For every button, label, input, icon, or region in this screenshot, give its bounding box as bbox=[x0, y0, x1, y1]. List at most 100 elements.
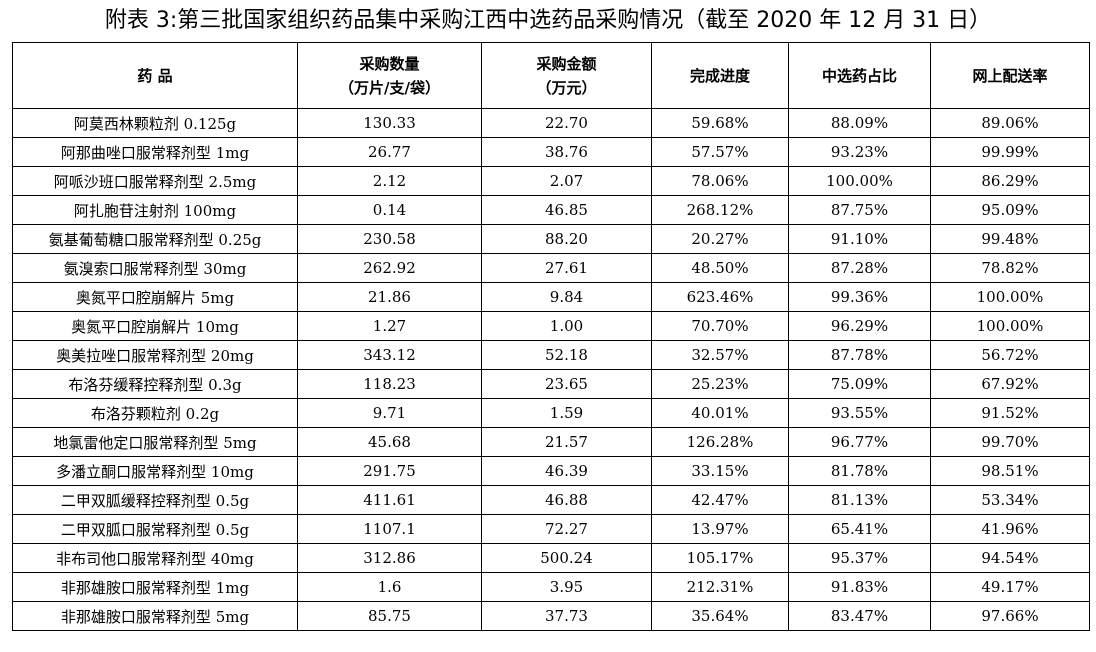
header-progress-label: 完成进度 bbox=[689, 66, 750, 85]
table-row: 多潘立酮口服常释剂型 10mg 291.75 46.39 33.15% 81.7… bbox=[12, 456, 1090, 486]
cell-drug: 奥氮平口腔崩解片 10mg bbox=[12, 311, 298, 341]
procurement-table: 药 品 采购数量 （万片/支/袋） 采购金额 （万元） 完成进度 中选药占比 网… bbox=[12, 42, 1090, 631]
header-online-rate-label: 网上配送率 bbox=[972, 66, 1048, 85]
cell-amount: 46.85 bbox=[481, 195, 652, 225]
cell-drug: 阿扎胞苷注射剂 100mg bbox=[12, 195, 298, 225]
header-amount-unit: （万元） bbox=[536, 78, 597, 97]
cell-amount: 88.20 bbox=[481, 224, 652, 254]
cell-share: 65.41% bbox=[788, 514, 931, 544]
cell-quantity: 1107.1 bbox=[297, 514, 482, 544]
cell-quantity: 1.6 bbox=[297, 572, 482, 602]
table-row: 阿扎胞苷注射剂 100mg 0.14 46.85 268.12% 87.75% … bbox=[12, 195, 1090, 225]
cell-amount: 38.76 bbox=[481, 137, 652, 167]
cell-amount: 37.73 bbox=[481, 601, 652, 631]
cell-online-rate: 99.48% bbox=[930, 224, 1090, 254]
cell-share: 91.10% bbox=[788, 224, 931, 254]
cell-quantity: 343.12 bbox=[297, 340, 482, 370]
cell-quantity: 130.33 bbox=[297, 108, 482, 138]
cell-online-rate: 100.00% bbox=[930, 311, 1090, 341]
cell-amount: 21.57 bbox=[481, 427, 652, 457]
header-drug: 药 品 bbox=[12, 42, 298, 109]
cell-progress: 35.64% bbox=[651, 601, 789, 631]
cell-drug: 多潘立酮口服常释剂型 10mg bbox=[12, 456, 298, 486]
cell-online-rate: 67.92% bbox=[930, 369, 1090, 399]
cell-quantity: 26.77 bbox=[297, 137, 482, 167]
cell-online-rate: 98.51% bbox=[930, 456, 1090, 486]
cell-amount: 23.65 bbox=[481, 369, 652, 399]
cell-amount: 46.88 bbox=[481, 485, 652, 515]
cell-share: 88.09% bbox=[788, 108, 931, 138]
cell-share: 87.28% bbox=[788, 253, 931, 283]
cell-online-rate: 78.82% bbox=[930, 253, 1090, 283]
cell-share: 87.75% bbox=[788, 195, 931, 225]
cell-amount: 1.00 bbox=[481, 311, 652, 341]
cell-quantity: 85.75 bbox=[297, 601, 482, 631]
table-row: 布洛芬缓释控释剂型 0.3g 118.23 23.65 25.23% 75.09… bbox=[12, 369, 1090, 399]
cell-quantity: 230.58 bbox=[297, 224, 482, 254]
table-row: 阿那曲唑口服常释剂型 1mg 26.77 38.76 57.57% 93.23%… bbox=[12, 137, 1090, 167]
cell-online-rate: 95.09% bbox=[930, 195, 1090, 225]
cell-share: 99.36% bbox=[788, 282, 931, 312]
cell-online-rate: 100.00% bbox=[930, 282, 1090, 312]
cell-amount: 9.84 bbox=[481, 282, 652, 312]
cell-progress: 20.27% bbox=[651, 224, 789, 254]
cell-quantity: 45.68 bbox=[297, 427, 482, 457]
header-online-rate: 网上配送率 bbox=[930, 42, 1090, 109]
cell-quantity: 291.75 bbox=[297, 456, 482, 486]
cell-progress: 70.70% bbox=[651, 311, 789, 341]
cell-drug: 奥氮平口腔崩解片 5mg bbox=[12, 282, 298, 312]
cell-progress: 25.23% bbox=[651, 369, 789, 399]
cell-quantity: 411.61 bbox=[297, 485, 482, 515]
cell-online-rate: 99.99% bbox=[930, 137, 1090, 167]
cell-quantity: 9.71 bbox=[297, 398, 482, 428]
cell-online-rate: 91.52% bbox=[930, 398, 1090, 428]
cell-progress: 268.12% bbox=[651, 195, 789, 225]
cell-online-rate: 97.66% bbox=[930, 601, 1090, 631]
table-row: 二甲双胍缓释控释剂型 0.5g 411.61 46.88 42.47% 81.1… bbox=[12, 485, 1090, 515]
cell-share: 100.00% bbox=[788, 166, 931, 196]
table-row: 非那雄胺口服常释剂型 5mg 85.75 37.73 35.64% 83.47%… bbox=[12, 601, 1090, 631]
cell-drug: 阿那曲唑口服常释剂型 1mg bbox=[12, 137, 298, 167]
cell-share: 93.23% bbox=[788, 137, 931, 167]
cell-share: 87.78% bbox=[788, 340, 931, 370]
cell-online-rate: 86.29% bbox=[930, 166, 1090, 196]
cell-share: 75.09% bbox=[788, 369, 931, 399]
cell-share: 81.78% bbox=[788, 456, 931, 486]
document-title: 附表 3:第三批国家组织药品集中采购江西中选药品采购情况（截至 2020 年 1… bbox=[104, 8, 992, 33]
table-row: 奥氮平口腔崩解片 10mg 1.27 1.00 70.70% 96.29% 10… bbox=[12, 311, 1090, 341]
cell-share: 93.55% bbox=[788, 398, 931, 428]
header-quantity-label: 采购数量 bbox=[359, 54, 420, 73]
cell-drug: 布洛芬缓释控释剂型 0.3g bbox=[12, 369, 298, 399]
cell-progress: 78.06% bbox=[651, 166, 789, 196]
cell-progress: 13.97% bbox=[651, 514, 789, 544]
cell-progress: 57.57% bbox=[651, 137, 789, 167]
table-row: 地氯雷他定口服常释剂型 5mg 45.68 21.57 126.28% 96.7… bbox=[12, 427, 1090, 457]
cell-progress: 59.68% bbox=[651, 108, 789, 138]
cell-quantity: 312.86 bbox=[297, 543, 482, 573]
header-drug-label: 药 品 bbox=[137, 66, 173, 85]
header-quantity-unit: （万片/支/袋） bbox=[339, 78, 440, 97]
cell-online-rate: 53.34% bbox=[930, 485, 1090, 515]
cell-share: 95.37% bbox=[788, 543, 931, 573]
table-row: 阿哌沙班口服常释剂型 2.5mg 2.12 2.07 78.06% 100.00… bbox=[12, 166, 1090, 196]
cell-quantity: 21.86 bbox=[297, 282, 482, 312]
cell-drug: 非那雄胺口服常释剂型 5mg bbox=[12, 601, 298, 631]
cell-amount: 500.24 bbox=[481, 543, 652, 573]
cell-drug: 阿莫西林颗粒剂 0.125g bbox=[12, 108, 298, 138]
cell-drug: 非布司他口服常释剂型 40mg bbox=[12, 543, 298, 573]
cell-online-rate: 99.70% bbox=[930, 427, 1090, 457]
cell-progress: 40.01% bbox=[651, 398, 789, 428]
cell-progress: 33.15% bbox=[651, 456, 789, 486]
cell-amount: 3.95 bbox=[481, 572, 652, 602]
cell-amount: 46.39 bbox=[481, 456, 652, 486]
header-share: 中选药占比 bbox=[788, 42, 931, 109]
header-share-label: 中选药占比 bbox=[821, 66, 897, 85]
table-row: 非那雄胺口服常释剂型 1mg 1.6 3.95 212.31% 91.83% 4… bbox=[12, 572, 1090, 602]
cell-drug: 奥美拉唑口服常释剂型 20mg bbox=[12, 340, 298, 370]
cell-amount: 2.07 bbox=[481, 166, 652, 196]
cell-drug: 阿哌沙班口服常释剂型 2.5mg bbox=[12, 166, 298, 196]
table-row: 非布司他口服常释剂型 40mg 312.86 500.24 105.17% 95… bbox=[12, 543, 1090, 573]
cell-progress: 212.31% bbox=[651, 572, 789, 602]
cell-share: 83.47% bbox=[788, 601, 931, 631]
cell-progress: 623.46% bbox=[651, 282, 789, 312]
